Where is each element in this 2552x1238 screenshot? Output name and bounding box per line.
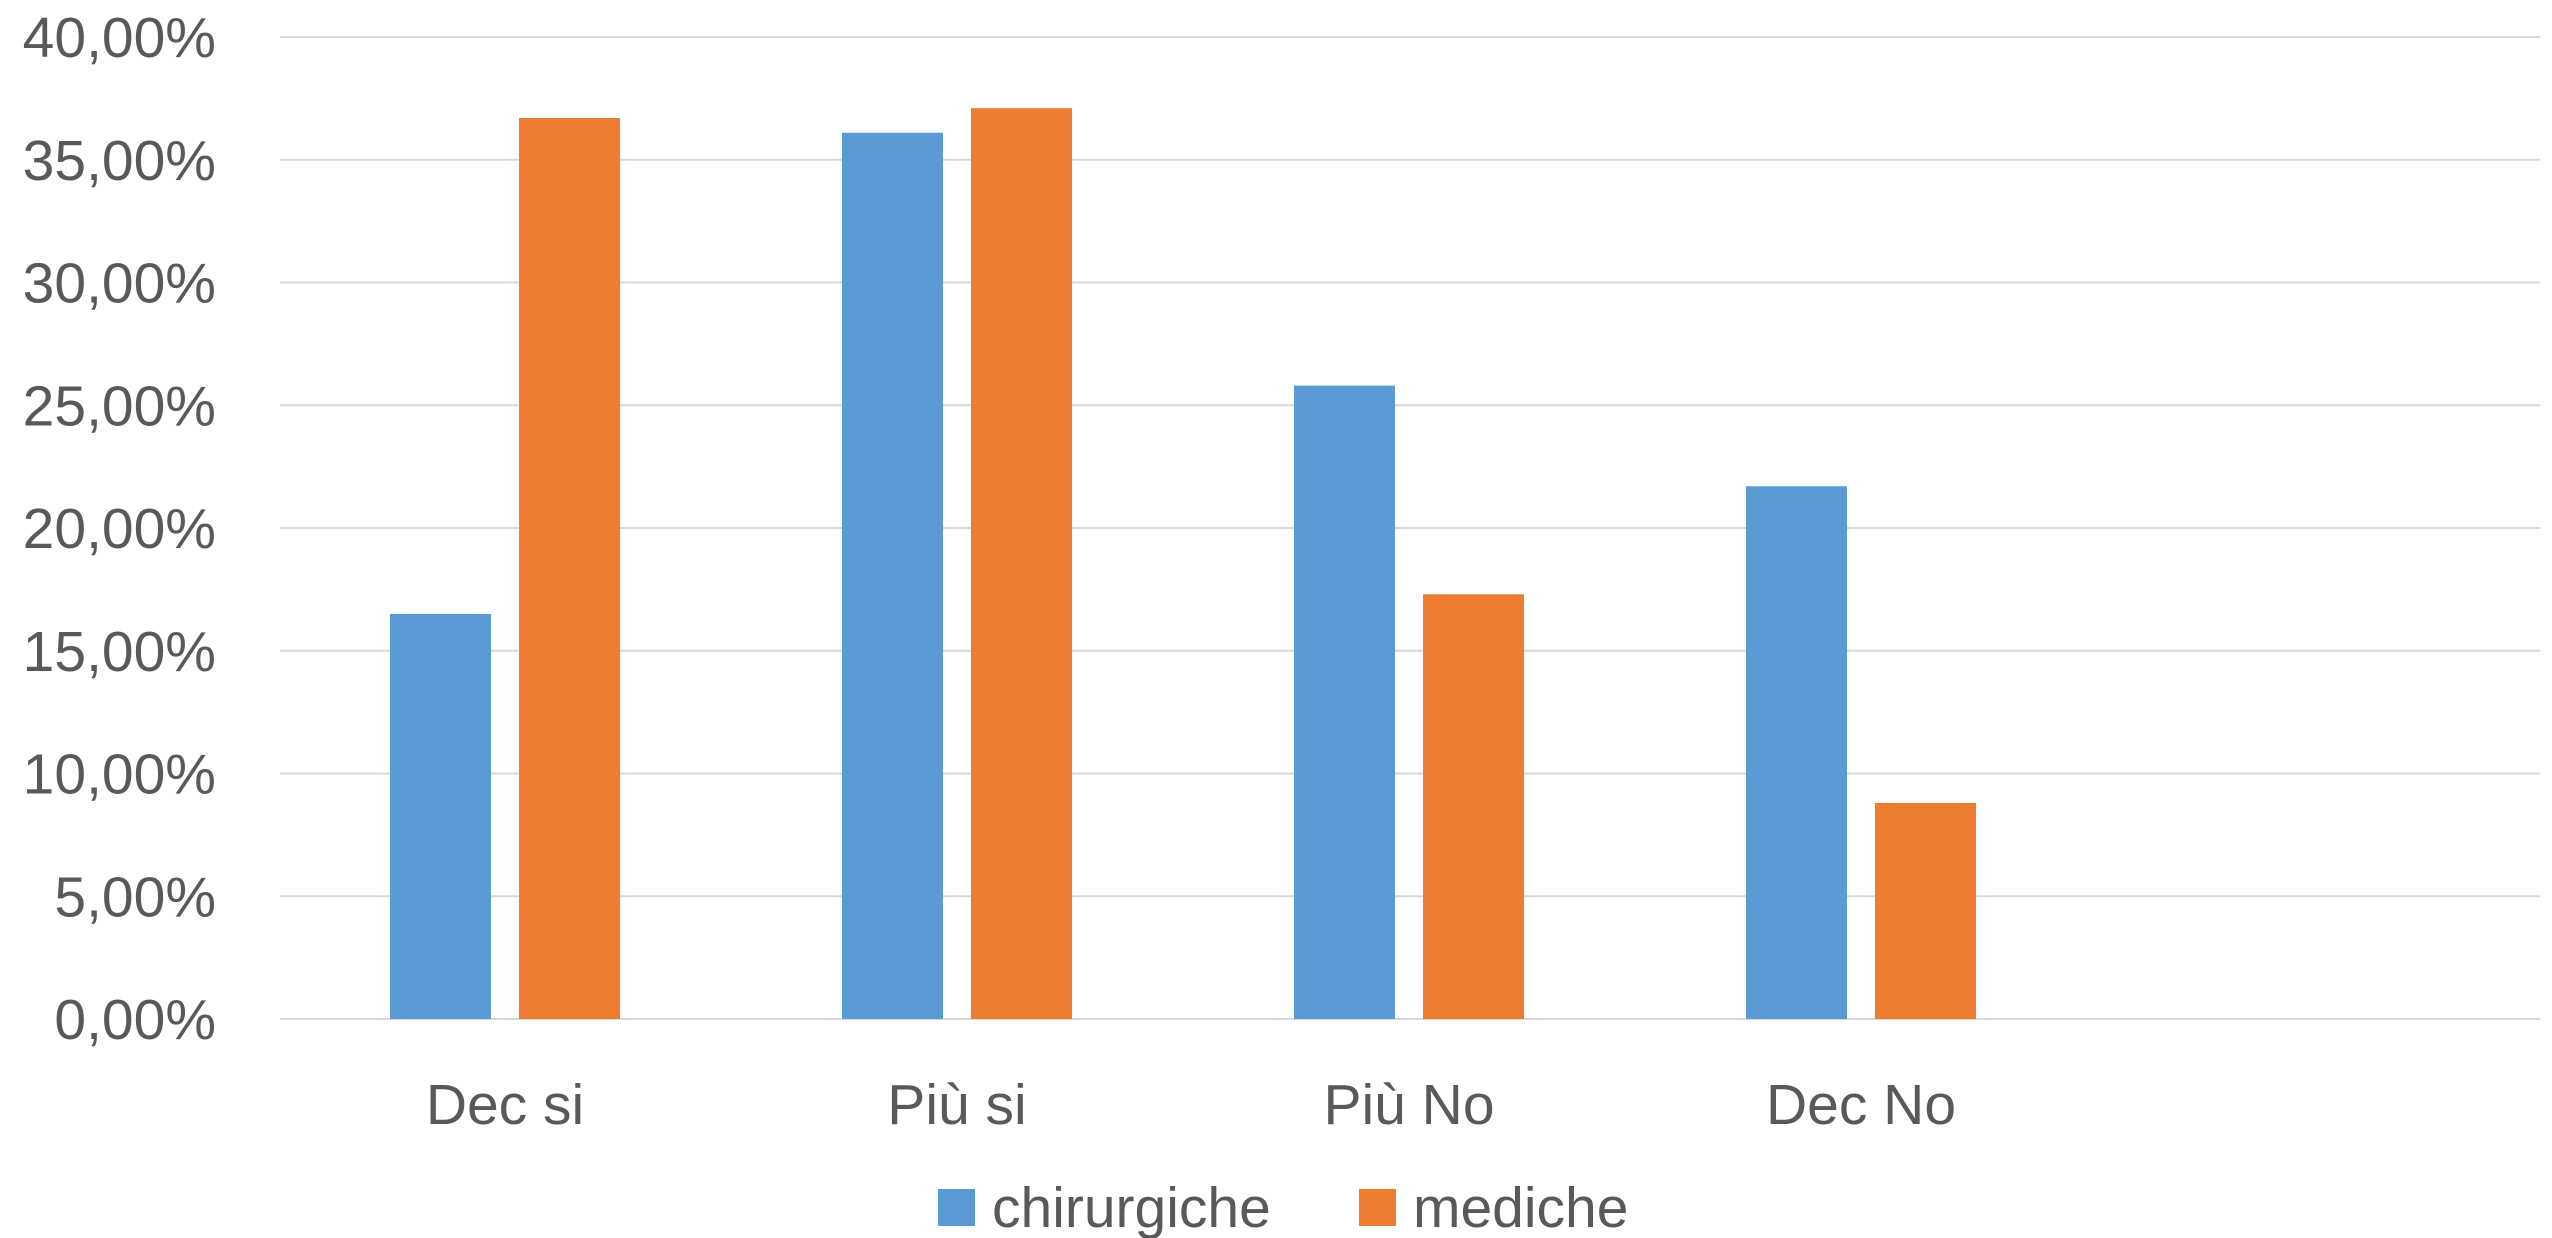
x-axis-category-labels: Dec si Più si Più No Dec No [426,1073,1956,1137]
y-tick-label: 0,00% [54,988,216,1052]
y-tick-label: 40,00% [23,6,216,70]
x-category-label: Dec si [426,1073,584,1137]
y-tick-label: 20,00% [23,497,216,561]
y-axis-tick-labels: 0,00% 5,00% 10,00% 15,00% 20,00% 25,00% 30,00%… [23,6,216,1052]
bar-mediche-1 [971,108,1072,1019]
legend-label-chirurgiche: chirurgiche [992,1176,1271,1238]
x-category-label: Più No [1323,1073,1494,1137]
legend: chirurgiche mediche [938,1176,1628,1238]
bar-chirurgiche-2 [1294,385,1395,1019]
bar-chirurgiche-3 [1746,486,1847,1019]
bar-chirurgiche-0 [390,613,491,1019]
y-tick-label: 5,00% [54,865,216,929]
x-category-label: Dec No [1766,1073,1956,1137]
x-category-label: Più si [887,1073,1026,1137]
y-tick-label: 15,00% [23,620,216,684]
bar-mediche-3 [1875,802,1976,1019]
bars [390,108,1976,1019]
bar-chirurgiche-1 [842,132,943,1019]
legend-swatch-mediche [1359,1189,1396,1226]
y-tick-label: 30,00% [23,252,216,316]
y-tick-label: 10,00% [23,743,216,807]
bar-mediche-2 [1423,594,1524,1019]
gridlines [280,36,2540,1020]
y-tick-label: 35,00% [23,129,216,193]
y-tick-label: 25,00% [23,374,216,438]
legend-label-mediche: mediche [1413,1176,1628,1238]
bar-mediche-0 [519,118,620,1019]
legend-swatch-chirurgiche [938,1189,975,1226]
